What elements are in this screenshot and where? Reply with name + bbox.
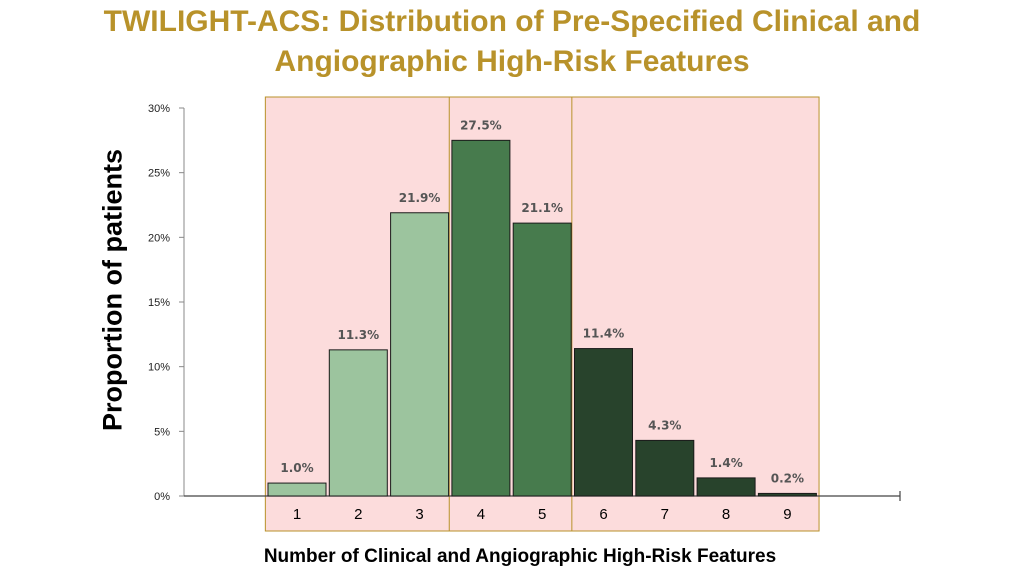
x-tick-label-4: 4 xyxy=(477,506,485,523)
y-tick-label: 0% xyxy=(154,491,170,503)
bar-3 xyxy=(390,212,450,497)
bar-9 xyxy=(757,492,817,497)
y-tick-label: 20% xyxy=(148,232,170,244)
x-tick-label-7: 7 xyxy=(661,506,669,523)
x-axis-label: Number of Clinical and Angiographic High… xyxy=(263,546,777,567)
chart-title-line-2: Angiographic High-Risk Features xyxy=(274,45,750,78)
data-label-3: 21.9% xyxy=(399,191,441,205)
data-label-2: 11.3% xyxy=(337,328,379,342)
data-label-8: 1.4% xyxy=(709,456,742,470)
y-tick-label: 10% xyxy=(148,362,170,374)
chart-title-line-1: TWILIGHT-ACS: Distribution of Pre-Specif… xyxy=(103,5,921,38)
bar-2 xyxy=(328,349,388,497)
data-label-1: 1.0% xyxy=(280,461,313,475)
chart-title: TWILIGHT-ACS: Distribution of Pre-Specif… xyxy=(0,2,1024,82)
y-tick-label: 5% xyxy=(154,426,170,438)
y-tick-label: 25% xyxy=(148,168,170,180)
data-label-4: 27.5% xyxy=(460,118,502,132)
bar-8 xyxy=(696,477,756,497)
x-tick-label-2: 2 xyxy=(354,506,362,523)
bar-7 xyxy=(635,439,695,497)
bar-5 xyxy=(512,222,572,497)
data-label-5: 21.1% xyxy=(521,201,563,215)
y-tick-label: 15% xyxy=(148,297,170,309)
x-tick-label-3: 3 xyxy=(415,506,423,523)
bar-4 xyxy=(451,139,511,497)
x-tick-label-6: 6 xyxy=(599,506,607,523)
y-tick-label: 30% xyxy=(148,103,170,115)
x-tick-label-5: 5 xyxy=(538,506,546,523)
x-tick-label-8: 8 xyxy=(722,506,730,523)
data-label-9: 0.2% xyxy=(771,471,804,485)
x-tick-label-9: 9 xyxy=(783,506,791,523)
x-tick-label-1: 1 xyxy=(293,506,301,523)
bar-1 xyxy=(267,482,327,497)
data-label-6: 11.4% xyxy=(583,327,625,341)
bar-6 xyxy=(574,348,633,497)
data-label-7: 4.3% xyxy=(648,418,681,432)
